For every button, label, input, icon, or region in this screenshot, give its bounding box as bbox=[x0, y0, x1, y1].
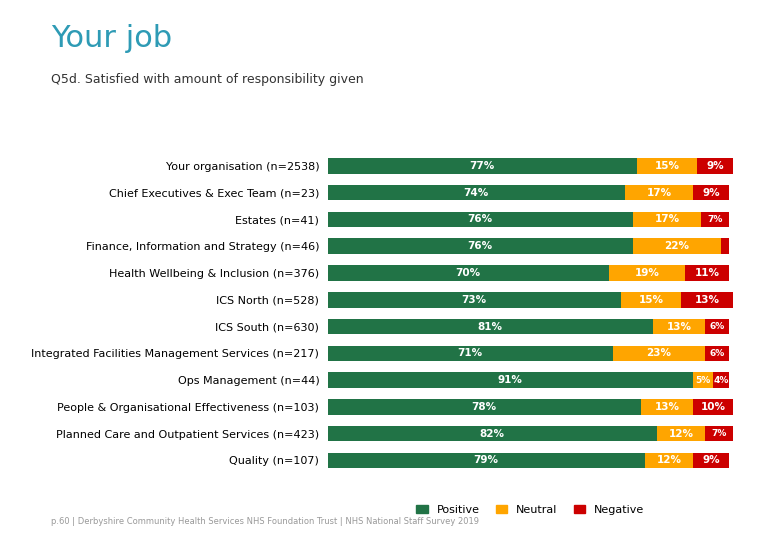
Bar bbox=[693, 399, 733, 415]
Bar bbox=[705, 426, 733, 442]
Bar bbox=[633, 239, 722, 254]
Text: 70%: 70% bbox=[456, 268, 480, 278]
Bar bbox=[328, 212, 633, 227]
Bar bbox=[693, 185, 729, 200]
Text: 17%: 17% bbox=[654, 214, 679, 225]
Bar bbox=[636, 158, 697, 174]
Text: 13%: 13% bbox=[695, 295, 720, 305]
Text: 13%: 13% bbox=[654, 402, 679, 412]
Text: 15%: 15% bbox=[638, 295, 663, 305]
Text: 77%: 77% bbox=[470, 161, 495, 171]
Text: 7%: 7% bbox=[707, 215, 723, 224]
Text: 82%: 82% bbox=[480, 429, 505, 438]
Text: 10%: 10% bbox=[700, 402, 725, 412]
Text: 17%: 17% bbox=[647, 188, 672, 198]
Text: 12%: 12% bbox=[668, 429, 693, 438]
Text: 71%: 71% bbox=[458, 348, 483, 359]
Text: 9%: 9% bbox=[707, 161, 724, 171]
Text: 15%: 15% bbox=[654, 161, 679, 171]
Bar bbox=[328, 426, 657, 442]
Bar bbox=[701, 212, 729, 227]
Text: 12%: 12% bbox=[657, 455, 682, 465]
Bar bbox=[685, 265, 729, 281]
Text: 81%: 81% bbox=[477, 322, 503, 332]
Bar bbox=[693, 453, 729, 468]
Bar bbox=[705, 346, 729, 361]
Bar bbox=[657, 426, 705, 442]
Bar bbox=[328, 185, 625, 200]
Bar bbox=[713, 373, 729, 388]
Text: 19%: 19% bbox=[634, 268, 659, 278]
Text: 9%: 9% bbox=[702, 455, 720, 465]
Text: 4%: 4% bbox=[714, 376, 729, 384]
Bar bbox=[328, 239, 633, 254]
Bar bbox=[625, 185, 693, 200]
Bar bbox=[328, 292, 621, 308]
Text: 78%: 78% bbox=[472, 402, 497, 412]
Text: 6%: 6% bbox=[710, 322, 725, 331]
Bar bbox=[621, 292, 681, 308]
Text: 6%: 6% bbox=[710, 349, 725, 358]
Text: 73%: 73% bbox=[462, 295, 487, 305]
Bar bbox=[613, 346, 705, 361]
Bar bbox=[681, 292, 733, 308]
Text: 76%: 76% bbox=[468, 214, 493, 225]
Bar bbox=[328, 158, 636, 174]
Text: Q5d. Satisfied with amount of responsibility given: Q5d. Satisfied with amount of responsibi… bbox=[51, 73, 363, 86]
Bar bbox=[633, 212, 701, 227]
Bar bbox=[328, 453, 645, 468]
Text: 74%: 74% bbox=[463, 188, 489, 198]
Bar bbox=[608, 265, 685, 281]
Bar bbox=[645, 453, 693, 468]
Bar bbox=[653, 319, 705, 334]
Text: 79%: 79% bbox=[473, 455, 498, 465]
Bar bbox=[641, 399, 693, 415]
Bar bbox=[328, 373, 693, 388]
Text: 9%: 9% bbox=[702, 188, 720, 198]
Bar bbox=[328, 319, 653, 334]
Text: p.60 | Derbyshire Community Health Services NHS Foundation Trust | NHS National : p.60 | Derbyshire Community Health Servi… bbox=[51, 517, 479, 526]
Bar bbox=[328, 346, 613, 361]
Bar bbox=[328, 265, 608, 281]
Text: 23%: 23% bbox=[647, 348, 672, 359]
Text: 7%: 7% bbox=[711, 429, 727, 438]
Legend: Positive, Neutral, Negative: Positive, Neutral, Negative bbox=[412, 500, 649, 519]
Bar bbox=[328, 399, 641, 415]
Bar bbox=[693, 373, 713, 388]
Text: Your job: Your job bbox=[51, 24, 172, 53]
Text: 11%: 11% bbox=[695, 268, 720, 278]
Text: 22%: 22% bbox=[665, 241, 690, 251]
Text: 76%: 76% bbox=[468, 241, 493, 251]
Bar bbox=[722, 239, 729, 254]
Text: 5%: 5% bbox=[696, 376, 711, 384]
Bar bbox=[697, 158, 733, 174]
Bar bbox=[705, 319, 729, 334]
Text: 91%: 91% bbox=[498, 375, 523, 385]
Text: 13%: 13% bbox=[666, 322, 692, 332]
